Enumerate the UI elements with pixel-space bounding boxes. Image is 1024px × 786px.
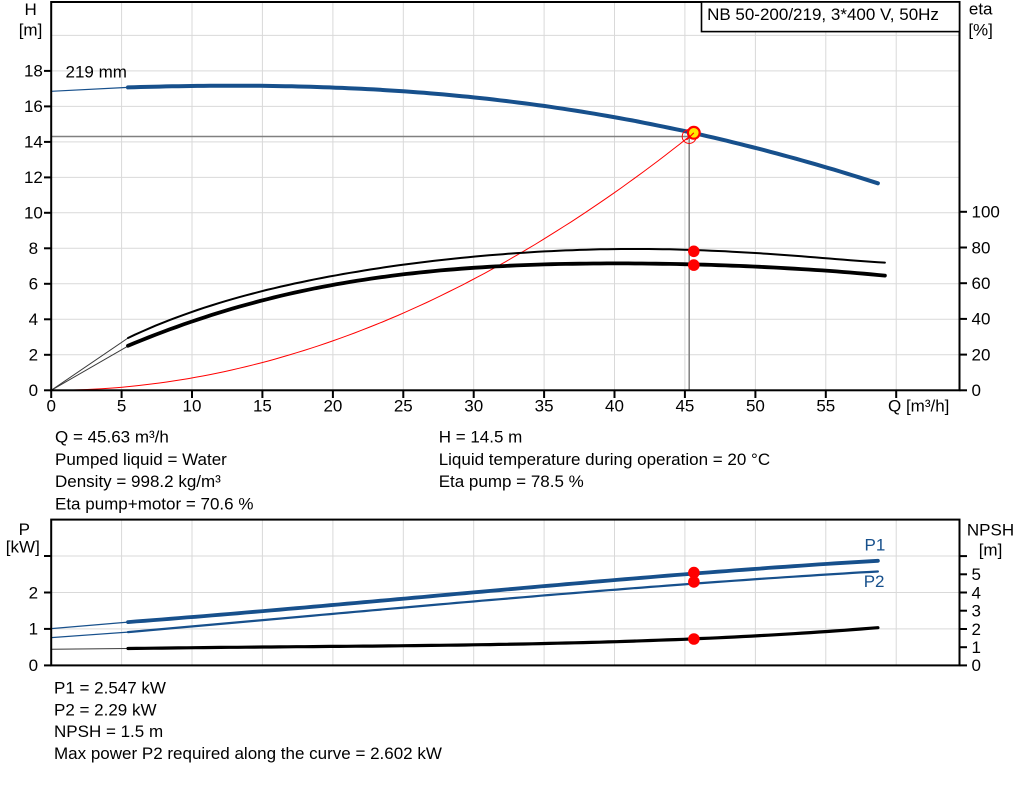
- svg-text:Eta pump+motor = 70.6 %: Eta pump+motor = 70.6 %: [55, 495, 253, 514]
- svg-text:Eta pump = 78.5 %: Eta pump = 78.5 %: [439, 472, 584, 491]
- svg-text:P2: P2: [864, 572, 885, 591]
- svg-text:5: 5: [972, 565, 981, 584]
- svg-text:Q [m³/h]: Q [m³/h]: [888, 396, 949, 415]
- svg-text:P1 = 2.547 kW: P1 = 2.547 kW: [54, 678, 166, 697]
- svg-text:4: 4: [29, 310, 38, 329]
- svg-text:14: 14: [24, 133, 43, 152]
- svg-text:2: 2: [972, 620, 981, 639]
- svg-text:Density = 998.2 kg/m³: Density = 998.2 kg/m³: [55, 472, 221, 491]
- svg-text:1: 1: [972, 638, 981, 657]
- svg-text:0: 0: [46, 396, 55, 415]
- svg-text:4: 4: [972, 583, 981, 602]
- svg-text:[m]: [m]: [19, 20, 43, 39]
- svg-text:20: 20: [323, 396, 342, 415]
- svg-text:[m]: [m]: [979, 541, 1003, 560]
- svg-text:[%]: [%]: [968, 20, 993, 39]
- svg-text:Liquid temperature during oper: Liquid temperature during operation = 20…: [439, 450, 770, 469]
- svg-text:10: 10: [24, 204, 43, 223]
- svg-text:H = 14.5 m: H = 14.5 m: [439, 427, 523, 446]
- svg-text:6: 6: [29, 275, 38, 294]
- svg-text:0: 0: [29, 656, 38, 675]
- svg-text:P1: P1: [865, 536, 886, 555]
- svg-text:50: 50: [746, 396, 765, 415]
- svg-text:Q = 45.63 m³/h: Q = 45.63 m³/h: [55, 427, 169, 446]
- svg-text:0: 0: [972, 656, 981, 675]
- svg-text:3: 3: [972, 602, 981, 621]
- svg-text:P2 = 2.29 kW: P2 = 2.29 kW: [54, 700, 157, 719]
- svg-text:0: 0: [29, 381, 38, 400]
- svg-text:1: 1: [29, 620, 38, 639]
- svg-text:8: 8: [29, 239, 38, 258]
- svg-text:80: 80: [972, 238, 991, 257]
- svg-text:10: 10: [183, 396, 202, 415]
- svg-text:H: H: [24, 0, 36, 19]
- svg-text:55: 55: [816, 396, 835, 415]
- svg-text:219 mm: 219 mm: [66, 63, 127, 82]
- svg-text:2: 2: [29, 583, 38, 602]
- svg-text:100: 100: [972, 203, 1000, 222]
- svg-text:NPSH = 1.5 m: NPSH = 1.5 m: [54, 722, 163, 741]
- svg-text:Pumped liquid = Water: Pumped liquid = Water: [55, 450, 227, 469]
- svg-text:NPSH: NPSH: [967, 520, 1014, 539]
- svg-text:eta: eta: [969, 0, 993, 19]
- svg-text:30: 30: [464, 396, 483, 415]
- svg-text:P: P: [19, 520, 30, 539]
- svg-text:35: 35: [535, 396, 554, 415]
- svg-text:Max power P2 required along th: Max power P2 required along the curve = …: [54, 744, 442, 763]
- svg-text:40: 40: [605, 396, 624, 415]
- svg-text:15: 15: [253, 396, 272, 415]
- svg-text:60: 60: [972, 274, 991, 293]
- svg-text:40: 40: [972, 310, 991, 329]
- svg-text:5: 5: [117, 396, 126, 415]
- svg-text:20: 20: [972, 345, 991, 364]
- svg-text:16: 16: [24, 97, 43, 116]
- svg-text:0: 0: [972, 381, 981, 400]
- svg-text:NB 50-200/219, 3*400 V, 50Hz: NB 50-200/219, 3*400 V, 50Hz: [707, 5, 939, 24]
- svg-text:2: 2: [29, 346, 38, 365]
- svg-text:12: 12: [24, 168, 43, 187]
- svg-text:45: 45: [675, 396, 694, 415]
- svg-text:18: 18: [24, 62, 43, 81]
- svg-text:[kW]: [kW]: [6, 538, 40, 557]
- svg-text:25: 25: [394, 396, 413, 415]
